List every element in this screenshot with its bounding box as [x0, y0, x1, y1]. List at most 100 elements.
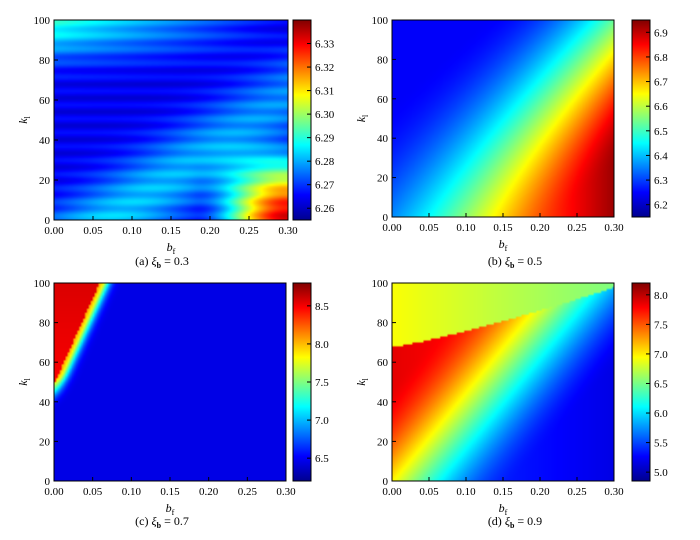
x-tick-label: 0.30	[276, 486, 296, 498]
y-tick-label: 60	[377, 357, 389, 369]
x-axis-label: bf	[499, 501, 508, 517]
y-tick-label: 60	[377, 94, 389, 106]
x-axis-label: bf	[167, 240, 176, 256]
heatmap-field-d	[392, 283, 614, 481]
y-tick-label: 0	[45, 476, 51, 488]
x-tick-label: 0.30	[604, 486, 624, 498]
y-axis-label: kl	[16, 377, 32, 385]
x-tick-label: 0.05	[419, 222, 439, 234]
x-tick-label: 0.05	[419, 486, 439, 498]
x-tick-label: 0.25	[238, 486, 258, 498]
colorbar-tick-label: 6.33	[315, 39, 335, 51]
colorbar-tick-label: 8.0	[654, 290, 668, 302]
colorbar-tick-label: 6.28	[315, 156, 335, 168]
x-axis-label: bf	[499, 237, 508, 253]
x-tick-label: 0.25	[567, 222, 587, 234]
x-tick-label: 0.25	[567, 486, 587, 498]
colorbar-tick-label: 8.5	[315, 301, 329, 313]
x-tick-label: 0.00	[44, 486, 64, 498]
heatmap-panel-c: 0.00 0.05 0.10 0.15 0.20 0.25 0.30 0 20 40 60 80 100…	[16, 278, 329, 530]
colorbar-tick-label: 6.30	[315, 109, 335, 121]
y-tick-label: 0	[45, 215, 51, 227]
y-tick-label: 100	[34, 15, 51, 27]
colorbar-tick-label: 6.2	[654, 200, 668, 212]
colorbar-tick-label: 6.6	[654, 101, 668, 113]
x-tick-label: 0.05	[83, 486, 103, 498]
colorbar-d	[631, 282, 651, 482]
colorbar-tick-label: 7.5	[315, 377, 329, 389]
colorbar-tick-label: 6.5	[654, 126, 668, 138]
y-tick-label: 80	[39, 318, 51, 330]
x-tick-label: 0.10	[456, 222, 476, 234]
colorbar-tick-label: 5.5	[654, 438, 668, 450]
colorbar-tick-label: 7.5	[654, 319, 668, 331]
colorbar-tick-label: 6.31	[315, 86, 334, 98]
panel-caption-a: (a) ξb = 0.3	[135, 254, 189, 270]
colorbar-tick-label: 6.7	[654, 77, 668, 89]
y-tick-label: 20	[377, 436, 389, 448]
x-tick-label: 0.15	[493, 222, 513, 234]
heatmap-field-c	[54, 283, 286, 481]
colorbar-tick-label: 7.0	[654, 349, 668, 361]
colorbar-tick-label: 6.27	[315, 180, 335, 192]
x-tick-label: 0.30	[604, 222, 624, 234]
y-tick-label: 40	[39, 397, 51, 409]
colorbar-tick-label: 5.0	[654, 467, 668, 479]
x-tick-label: 0.05	[83, 225, 103, 237]
heatmap-panel-d: 0.00 0.05 0.10 0.15 0.20 0.25 0.30 0 20 40 60 80 100…	[354, 278, 668, 530]
y-tick-label: 80	[377, 318, 389, 330]
y-axis-label: kl	[16, 115, 32, 123]
y-tick-label: 0	[383, 212, 389, 224]
x-tick-label: 0.00	[382, 486, 402, 498]
colorbar-tick-label: 6.9	[654, 27, 668, 39]
heatmap-panel-b: 0.00 0.05 0.10 0.15 0.20 0.25 0.30 0 20 40 60 80 100…	[354, 15, 668, 270]
panel-caption-b: (b) ξb = 0.5	[488, 254, 542, 270]
colorbar-tick-label: 8.0	[315, 339, 329, 351]
colorbar-tick-label: 6.4	[654, 150, 668, 162]
y-tick-label: 40	[377, 397, 389, 409]
heatmap-field-a	[54, 20, 288, 220]
y-tick-label: 0	[383, 476, 389, 488]
colorbar-tick-label: 6.0	[654, 408, 668, 420]
y-tick-label: 100	[372, 15, 389, 27]
y-tick-label: 100	[372, 278, 389, 290]
colorbar-tick-label: 6.26	[315, 203, 335, 215]
x-tick-label: 0.25	[239, 225, 259, 237]
y-tick-label: 20	[39, 436, 51, 448]
x-tick-label: 0.20	[200, 225, 220, 237]
y-tick-label: 80	[39, 55, 51, 67]
y-tick-label: 60	[39, 357, 51, 369]
x-tick-label: 0.10	[456, 486, 476, 498]
colorbar-tick-label: 6.29	[315, 133, 335, 145]
y-tick-label: 60	[39, 95, 51, 107]
colorbar-a	[292, 19, 312, 221]
y-tick-label: 20	[39, 175, 51, 187]
heatmap-field-b	[392, 20, 614, 217]
x-tick-label: 0.10	[122, 486, 142, 498]
panel-caption-d: (d) ξb = 0.9	[488, 514, 542, 530]
colorbar-tick-label: 6.8	[654, 52, 668, 64]
x-tick-label: 0.20	[199, 486, 219, 498]
y-tick-label: 20	[377, 173, 389, 185]
y-tick-label: 100	[34, 278, 51, 290]
x-tick-label: 0.00	[44, 225, 64, 237]
x-axis-label: bf	[166, 501, 175, 517]
colorbar-tick-label: 6.3	[654, 175, 668, 187]
colorbar-tick-label: 6.5	[315, 453, 329, 465]
panel-caption-c: (c) ξb = 0.7	[135, 514, 189, 530]
x-tick-label: 0.00	[382, 222, 402, 234]
x-tick-label: 0.30	[278, 225, 298, 237]
x-tick-label: 0.15	[161, 225, 181, 237]
y-tick-label: 40	[377, 133, 389, 145]
x-tick-label: 0.20	[530, 222, 550, 234]
y-tick-label: 80	[377, 54, 389, 66]
colorbar-tick-label: 6.5	[654, 378, 668, 390]
y-axis-label: kl	[354, 114, 370, 122]
x-tick-label: 0.10	[122, 225, 142, 237]
y-tick-label: 40	[39, 135, 51, 147]
x-tick-label: 0.20	[530, 486, 550, 498]
colorbar-tick-label: 6.32	[315, 62, 334, 74]
x-tick-label: 0.15	[160, 486, 180, 498]
heatmap-panel-a: 0.00 0.05 0.10 0.15 0.20 0.25 0.30 0 20 40 60 80 100…	[16, 15, 335, 270]
